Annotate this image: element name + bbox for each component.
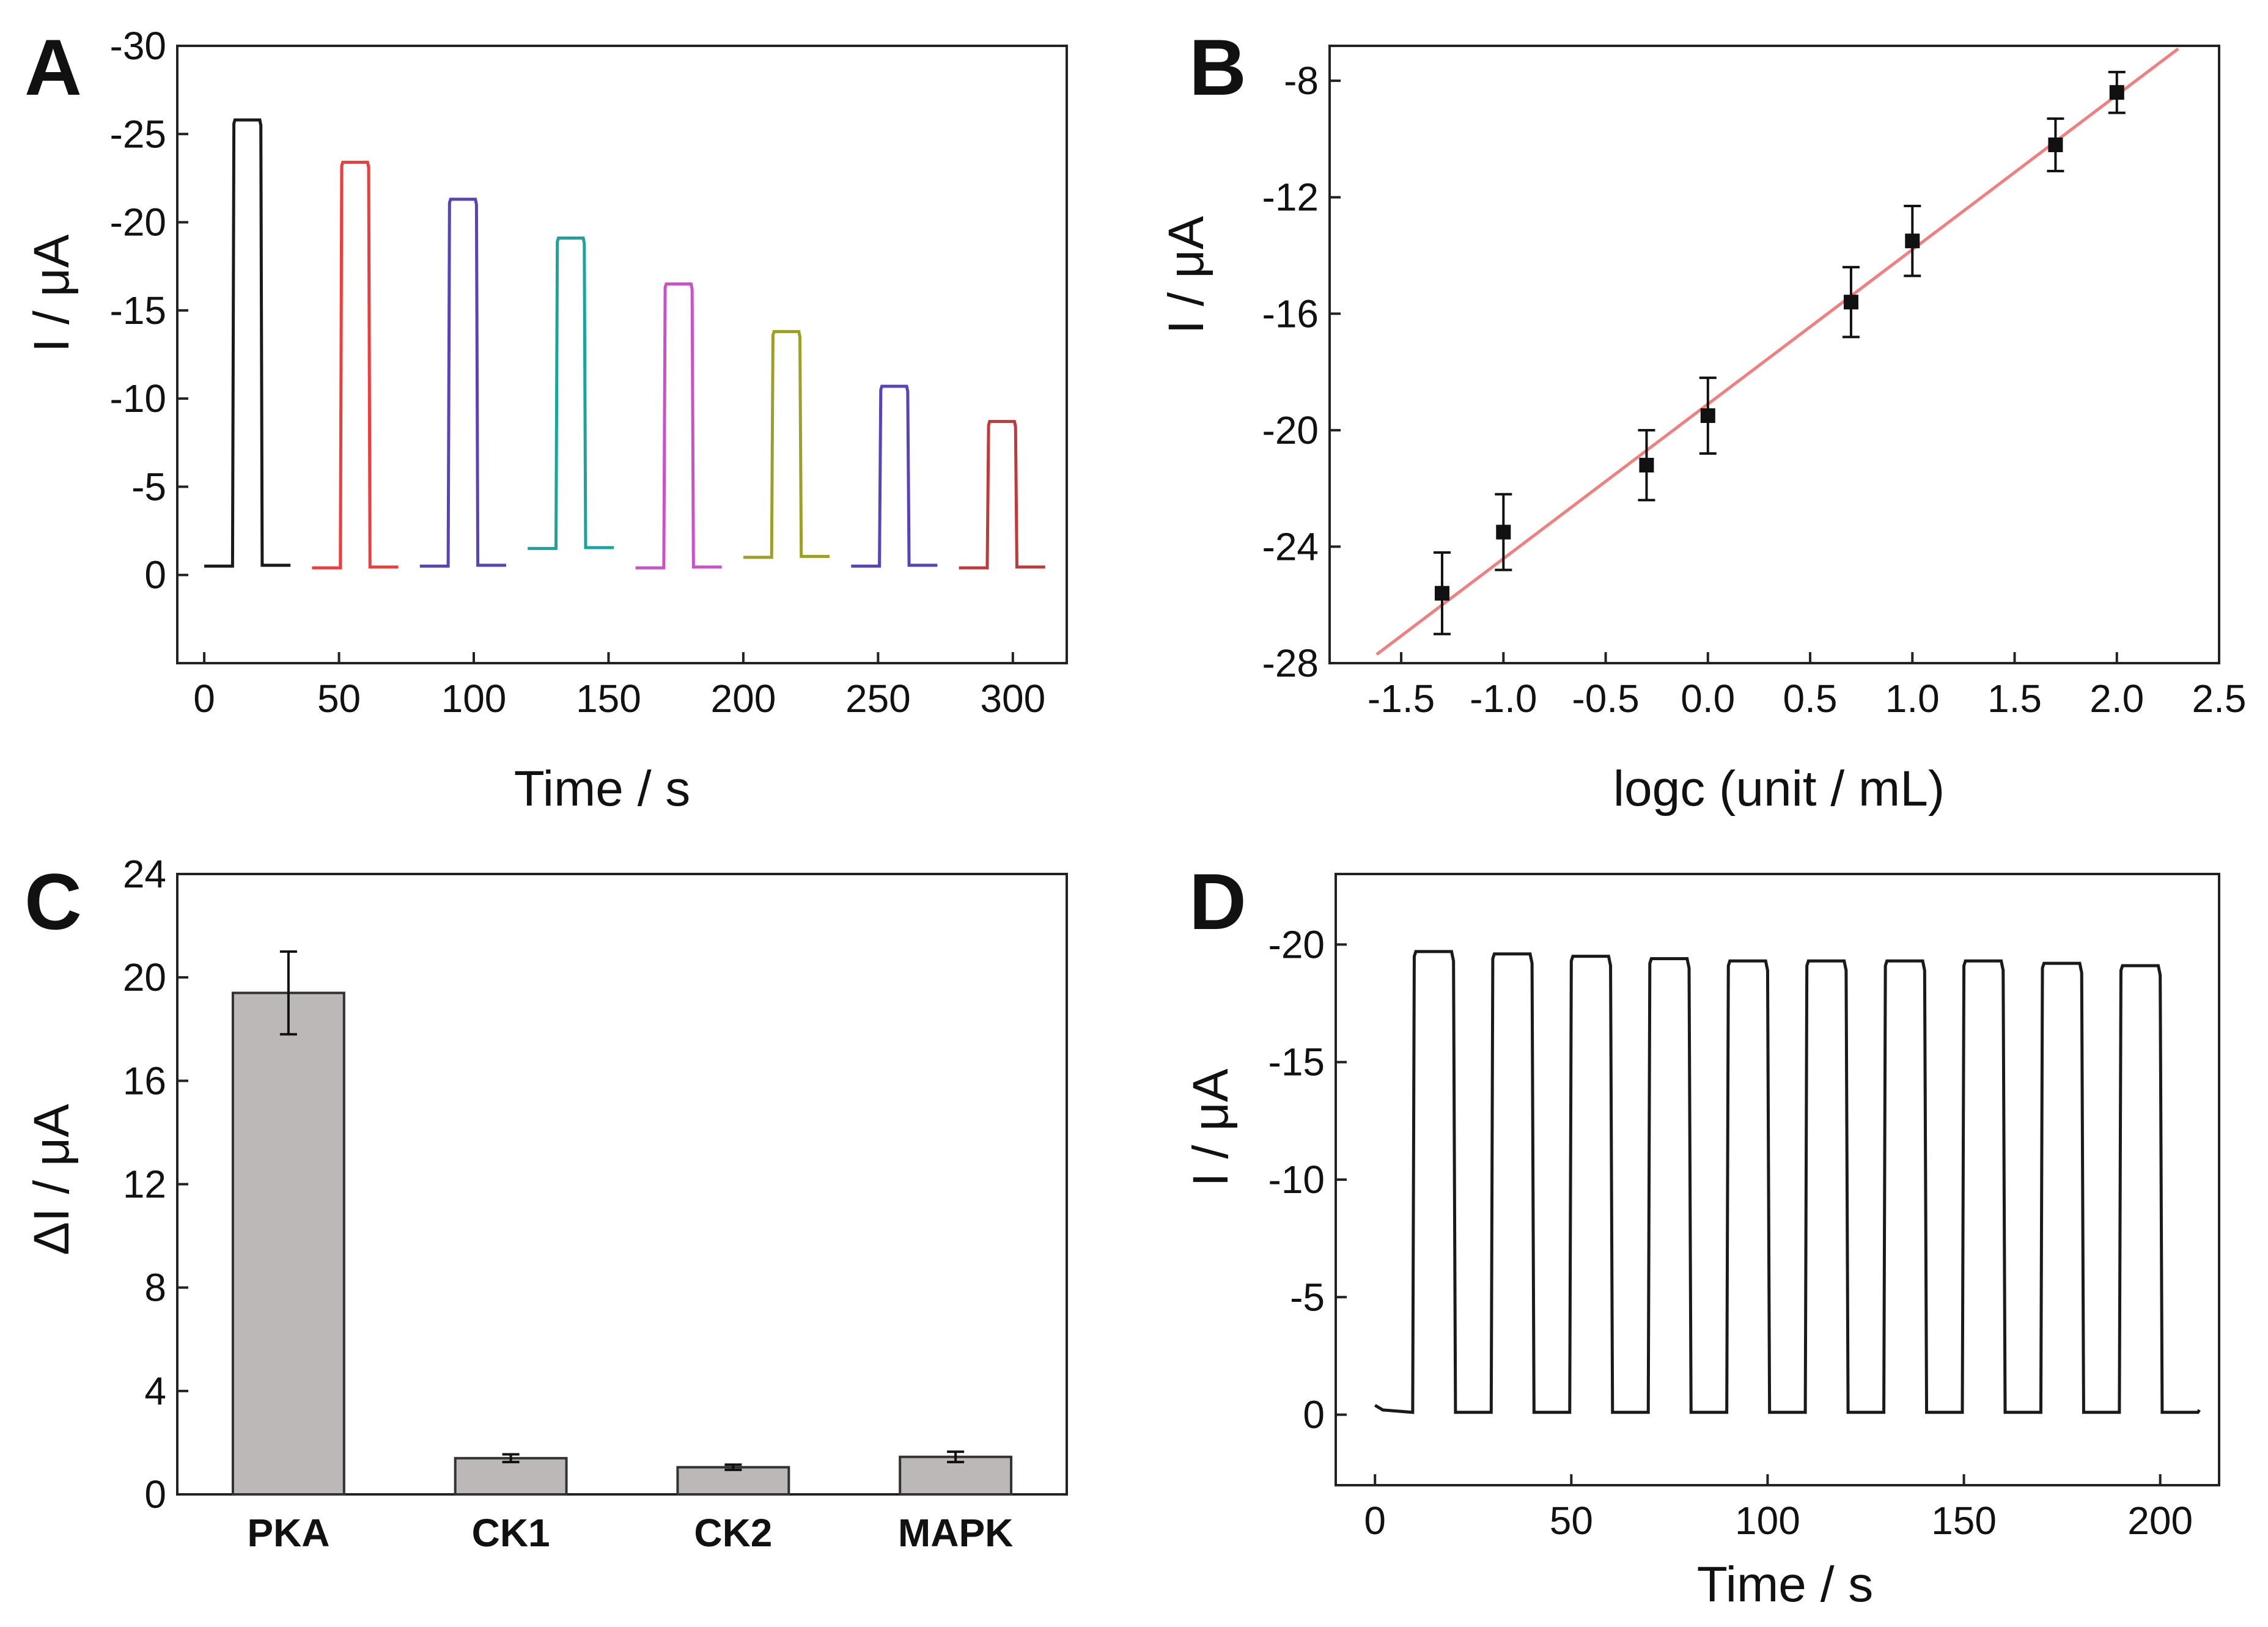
panel-b-ylabel: I / μA xyxy=(1158,216,1214,334)
panel-a-ytick-label: -20 xyxy=(110,200,167,244)
panel-a-pulse-4-line xyxy=(528,237,614,550)
panel-c-category-label: PKA xyxy=(247,1511,330,1555)
panel-a-xtick-label: 100 xyxy=(441,677,507,721)
panel-d-letter: D xyxy=(1189,857,1246,946)
panel-a-xtick-label: 200 xyxy=(711,677,776,721)
panel-b-xtick-label: -1.0 xyxy=(1470,677,1537,721)
panel-b-point xyxy=(1905,233,1920,249)
panel-c-marks xyxy=(231,950,1013,1496)
panel-b-marks xyxy=(1375,47,2179,656)
panel-b-letter: B xyxy=(1189,23,1246,112)
panel-d-xtick-label: 50 xyxy=(1550,1499,1593,1543)
panel-d-ytick-label: -15 xyxy=(1268,1040,1325,1084)
panel-a-ytick-label: -30 xyxy=(110,24,167,68)
panel-c-ylabel: ΔI / μA xyxy=(24,1104,79,1255)
panel-b-point xyxy=(1496,524,1511,540)
panel-b-xtick-label: 2.0 xyxy=(2089,677,2144,721)
panel-a-xtick-label: 300 xyxy=(980,677,1045,721)
panel-a-ytick-label: -15 xyxy=(110,288,167,332)
panel-a-pulse-8-line xyxy=(959,420,1045,570)
panel-c-ytick-label: 24 xyxy=(123,852,166,896)
panel-a-pulse-7-line xyxy=(851,384,938,568)
panel-a-ytick-label: -10 xyxy=(110,376,167,421)
panel-a-ticks: 0 50 100 150 200 250 300 0 -5 -10 -15 -20 -25 -30 xyxy=(110,24,1046,721)
panel-a-pulse-6-line xyxy=(743,329,830,559)
panel-a-xlabel: Time / s xyxy=(514,761,691,817)
panel-d-ytick-label: -10 xyxy=(1268,1158,1325,1202)
panel-b-xtick-label: 0.0 xyxy=(1681,677,1735,721)
panel-a-xtick-label: 150 xyxy=(576,677,641,721)
panel-b: B -1.5 -1.0 -0.5 0.0 0.5 1.0 1.5 2.0 2.5 -8 -12 -16… xyxy=(1158,23,2246,817)
panel-c-ytick-label: 20 xyxy=(123,955,166,999)
panel-d-xtick-label: 150 xyxy=(1931,1499,1997,1543)
panel-d-ticks: 0 50 100 150 200 0 -5 -10 -15 -20 xyxy=(1268,922,2193,1543)
panel-d-xlabel: Time / s xyxy=(1697,1557,1874,1612)
panel-b-xtick-label: -1.5 xyxy=(1368,677,1435,721)
panel-c-ytick-label: 4 xyxy=(144,1369,166,1413)
panel-d-ytick-label: 0 xyxy=(1303,1393,1325,1437)
panel-b-ytick-label: -28 xyxy=(1262,641,1319,685)
panel-d-xtick-label: 0 xyxy=(1364,1499,1386,1543)
panel-b-point xyxy=(1434,586,1449,601)
panel-a-ytick-label: 0 xyxy=(144,553,166,597)
panel-c-category-label: MAPK xyxy=(898,1511,1013,1555)
panel-a-ytick-label: -25 xyxy=(110,112,167,156)
panel-b-ytick-label: -20 xyxy=(1262,408,1319,452)
panel-a-letter: A xyxy=(24,23,82,112)
panel-b-point xyxy=(2048,137,2063,152)
panel-b-xtick-label: 2.5 xyxy=(2192,677,2247,721)
panel-a-xtick-label: 0 xyxy=(193,677,215,721)
panel-d-ytick-label: -5 xyxy=(1290,1275,1325,1319)
panel-c-ytick-label: 0 xyxy=(144,1472,166,1516)
panel-a-xtick-label: 50 xyxy=(317,677,361,721)
panel-d-xtick-label: 100 xyxy=(1735,1499,1800,1543)
panel-b-ticks: -1.5 -1.0 -0.5 0.0 0.5 1.0 1.5 2.0 2.5 -8 -12 -16 -2… xyxy=(1262,59,2247,721)
panel-b-point xyxy=(1843,295,1858,310)
panel-d-series-line xyxy=(1374,950,2201,1414)
panel-c-bar xyxy=(676,1466,790,1496)
panel-b-xlabel: logc (unit / mL) xyxy=(1613,761,1945,817)
panel-d-ylabel: I / μA xyxy=(1183,1068,1239,1186)
panel-a-pulse-3-line xyxy=(419,197,506,568)
panel-a-frame xyxy=(176,45,1068,664)
panel-c-ytick-label: 8 xyxy=(144,1266,166,1310)
panel-a: A 0 50 100 150 200 250 300 0 -5 -10 -15 -20 -25 -30 T… xyxy=(24,23,1068,817)
panel-a-pulse-5-line xyxy=(635,282,722,570)
panel-a-pulse-1-line xyxy=(204,118,291,568)
panel-b-xtick-label: 1.0 xyxy=(1885,677,1940,721)
panel-a-ylabel: I / μA xyxy=(24,234,79,352)
panel-b-fit-line xyxy=(1375,47,2179,656)
panel-b-frame xyxy=(1328,45,2220,664)
panel-b-xtick-label: -0.5 xyxy=(1572,677,1639,721)
panel-b-xtick-label: 0.5 xyxy=(1783,677,1838,721)
panel-d: D 0 50 100 150 200 0 -5 -10 -15 -20 Time / s I / … xyxy=(1183,857,2220,1612)
panel-d-series xyxy=(1374,950,2201,1414)
panel-c-ticks: 0 4 8 12 16 20 24 PKA CK1 CK2 MAPK xyxy=(123,852,1014,1555)
panel-d-xtick-label: 200 xyxy=(2127,1499,2193,1543)
panel-b-point xyxy=(1639,458,1654,473)
panel-c-letter: C xyxy=(24,857,82,946)
panel-b-point xyxy=(1700,408,1715,424)
panel-c-ytick-label: 12 xyxy=(123,1162,166,1206)
panel-a-pulse-2-line xyxy=(312,160,399,570)
panel-a-series xyxy=(204,118,1045,570)
panel-b-ytick-label: -16 xyxy=(1262,292,1319,336)
panel-b-ytick-label: -24 xyxy=(1262,524,1319,568)
panel-b-ytick-label: -12 xyxy=(1262,175,1319,219)
panel-b-xtick-label: 1.5 xyxy=(1987,677,2042,721)
panel-c-bar xyxy=(231,991,345,1496)
panel-c-category-label: CK1 xyxy=(472,1511,550,1555)
panel-a-xtick-label: 250 xyxy=(845,677,911,721)
panel-a-ytick-label: -5 xyxy=(131,465,166,509)
panel-d-ytick-label: -20 xyxy=(1268,922,1325,966)
panel-c-category-label: CK2 xyxy=(694,1511,772,1555)
panel-b-ytick-label: -8 xyxy=(1284,59,1319,103)
panel-c: C 0 4 8 12 16 20 24 PKA CK1 CK2 MAPK ΔI / μA xyxy=(24,852,1068,1555)
panel-b-point xyxy=(2109,85,2124,100)
panel-d-frame xyxy=(1335,873,2220,1486)
panel-c-ytick-label: 16 xyxy=(123,1059,166,1103)
panel-c-bar xyxy=(454,1456,568,1496)
